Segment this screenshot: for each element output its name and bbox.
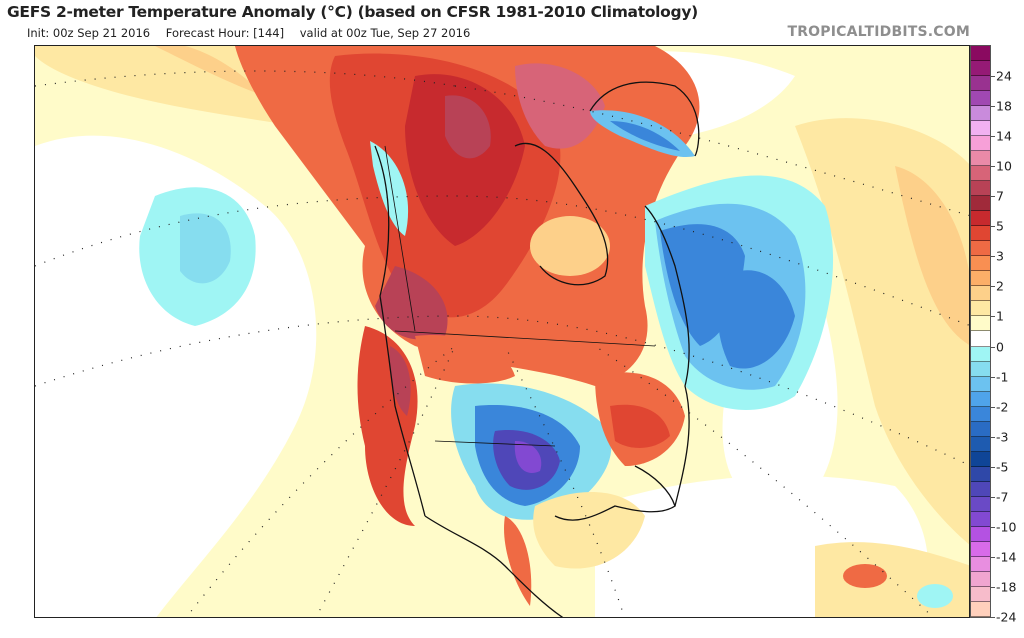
colorbar-segment: [971, 466, 990, 482]
colorbar-segment: [971, 526, 990, 542]
colorbar-tick: [991, 376, 995, 378]
colorbar-label: -2: [996, 399, 1009, 415]
colorbar-label: -3: [996, 429, 1009, 445]
colorbar-segment: [971, 136, 990, 152]
valid-time: valid at 00z Tue, Sep 27 2016: [299, 26, 471, 40]
colorbar-tick: [991, 136, 995, 138]
anomaly-map: [34, 45, 970, 618]
colorbar-label: -7: [996, 489, 1009, 505]
map-canvas: [35, 46, 969, 617]
colorbar-tick: [991, 466, 995, 468]
colorbar-tick: [991, 226, 995, 228]
colorbar-segment: [971, 196, 990, 212]
colorbar-segment: [971, 301, 990, 317]
colorbar-label: 7: [996, 188, 1004, 204]
colorbar-label: 3: [996, 248, 1004, 264]
chart-title: GEFS 2-meter Temperature Anomaly (°C) (b…: [7, 3, 698, 21]
colorbar-tick: [991, 166, 995, 168]
colorbar-segment: [971, 571, 990, 587]
colorbar-label: -10: [996, 519, 1017, 535]
colorbar-segment: [971, 211, 990, 227]
colorbar-segment: [971, 241, 990, 257]
colorbar-segment: [971, 361, 990, 377]
colorbar-label: 18: [996, 98, 1012, 114]
colorbar-segment: [971, 496, 990, 512]
colorbar-segment: [971, 256, 990, 272]
colorbar-segment: [971, 436, 990, 452]
colorbar-label: 0: [996, 339, 1004, 355]
colorbar-tick: [991, 586, 995, 588]
colorbar-label: 5: [996, 218, 1004, 234]
colorbar-tick: [991, 526, 995, 528]
colorbar-segment: [971, 421, 990, 437]
colorbar-segment: [971, 151, 990, 167]
colorbar-tick: [991, 436, 995, 438]
warm-anomaly-ellesmere: [515, 63, 605, 149]
colorbar-segment: [971, 481, 990, 497]
colorbar-label: -1: [996, 369, 1009, 385]
colorbar-segment: [971, 391, 990, 407]
coastlines: [374, 81, 700, 617]
colorbar-label: -18: [996, 579, 1017, 595]
colorbar-tick: [991, 76, 995, 78]
colorbar-tick: [991, 196, 995, 198]
colorbar-tick: [991, 316, 995, 318]
colorbar-segment: [971, 406, 990, 422]
colorbar-segment: [971, 556, 990, 572]
colorbar-label: 24: [996, 68, 1012, 84]
colorbar-segment: [971, 331, 990, 347]
colorbar-segment: [971, 511, 990, 527]
colorbar-segment: [971, 91, 990, 107]
hudson-bay-area: [530, 216, 610, 276]
colorbar-tick: [991, 617, 995, 618]
gulf-of-mexico: [533, 492, 645, 569]
colorbar-segment: [971, 376, 990, 392]
colorbar-label: 14: [996, 128, 1012, 144]
colorbar-segment: [971, 226, 990, 242]
colorbar-segment: [971, 286, 990, 302]
colorbar-tick: [991, 406, 995, 408]
colorbar-tick: [991, 346, 995, 348]
colorbar-segment: [971, 166, 990, 182]
colorbar-segment: [971, 181, 990, 197]
colorbar-tick: [991, 106, 995, 108]
colorbar-segment: [971, 61, 990, 77]
colorbar-segment: [971, 271, 990, 287]
colorbar-segment: [971, 451, 990, 467]
graticule: [35, 70, 969, 617]
colorbar-tick: [991, 256, 995, 258]
colorbar-segment: [971, 316, 990, 332]
colorbar-segment: [971, 541, 990, 557]
colorbar-segment: [971, 76, 990, 92]
colorbar-segment: [971, 46, 990, 62]
colorbar-tick: [991, 286, 995, 288]
colorbar-label: -14: [996, 549, 1017, 565]
colorbar-label: -24: [996, 609, 1017, 625]
forecast-hour: Forecast Hour: [144]: [165, 26, 285, 40]
colorbar-segment: [971, 346, 990, 362]
colorbar: [970, 45, 991, 618]
cool-anomaly-yukon: [370, 141, 409, 236]
borders: [384, 145, 656, 447]
brand-watermark: TROPICALTIDBITS.COM: [787, 24, 970, 40]
colorbar-label: 1: [996, 308, 1004, 324]
colorbar-segment: [971, 586, 990, 602]
colorbar-segment: [971, 121, 990, 137]
colorbar-segment: [971, 106, 990, 122]
colorbar-label: 10: [996, 158, 1012, 174]
colorbar-label: -5: [996, 459, 1009, 475]
colorbar-tick: [991, 496, 995, 498]
init-time: Init: 00z Sep 21 2016: [27, 26, 151, 40]
colorbar-label: 2: [996, 278, 1004, 294]
colorbar-tick: [991, 556, 995, 558]
run-info: Init: 00z Sep 21 2016 Forecast Hour: [14…: [27, 26, 482, 40]
colorbar-segment: [971, 601, 990, 617]
